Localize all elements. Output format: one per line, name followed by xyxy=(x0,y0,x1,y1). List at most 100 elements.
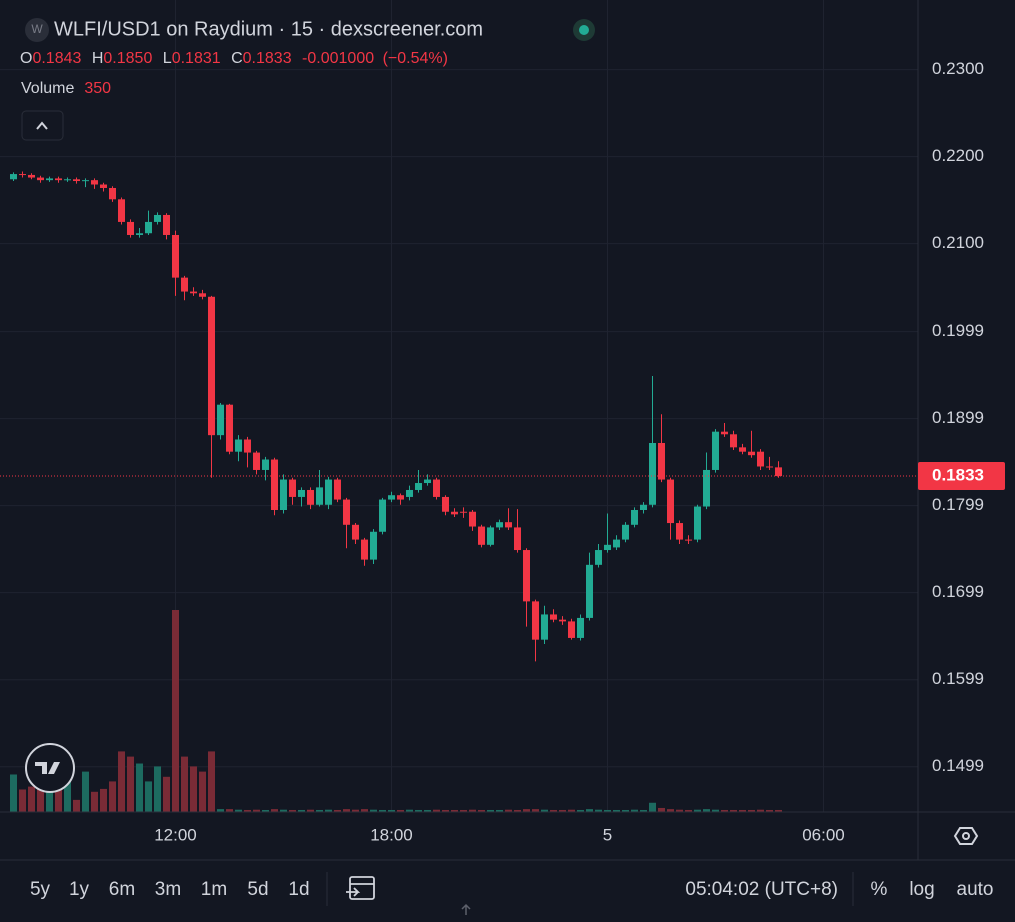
candle-body xyxy=(397,495,404,500)
candle-body xyxy=(640,504,647,511)
volume-bar xyxy=(739,809,746,812)
collapse-icon xyxy=(36,121,48,130)
volume-bar xyxy=(388,809,395,812)
h-label: H xyxy=(92,50,104,67)
y-tick-label: 0.1499 xyxy=(932,756,984,775)
volume-bar xyxy=(127,756,134,812)
candle-body xyxy=(577,617,584,638)
candle-body xyxy=(541,614,548,640)
volume-bar xyxy=(235,809,242,812)
candle-body xyxy=(622,524,629,540)
y-tick-label: 0.2100 xyxy=(932,233,984,252)
candle-body xyxy=(649,442,656,505)
candle-body xyxy=(181,277,188,292)
candle-body xyxy=(676,523,683,540)
volume-bar xyxy=(172,610,179,812)
volume-bar xyxy=(487,809,494,812)
clock: 05:04:02 (UTC+8) xyxy=(685,879,838,900)
volume-bar xyxy=(712,809,719,812)
settings-icon[interactable] xyxy=(953,827,979,845)
range-button[interactable]: 1y xyxy=(69,879,90,900)
candle-body xyxy=(442,496,449,512)
volume-bar xyxy=(118,751,125,812)
candle-body xyxy=(559,619,566,622)
volume-bar xyxy=(613,809,620,812)
volume-bar xyxy=(676,809,683,812)
volume-bar xyxy=(379,809,386,812)
o-label: O xyxy=(20,50,32,67)
candle-body xyxy=(757,451,764,467)
candle-body xyxy=(262,459,269,470)
calendar-icon xyxy=(349,876,375,900)
volume-bar xyxy=(289,809,296,812)
candle-body xyxy=(316,487,323,505)
range-button[interactable]: 6m xyxy=(109,879,135,900)
volume-bar xyxy=(109,781,116,812)
candle-body xyxy=(226,404,233,452)
candle-body xyxy=(703,469,710,507)
volume-bar xyxy=(199,771,206,812)
y-tick-label: 0.1799 xyxy=(932,495,984,514)
logo[interactable] xyxy=(25,743,75,793)
candle-body xyxy=(208,296,215,436)
volume-bar xyxy=(775,809,782,812)
volume-bar xyxy=(28,786,35,812)
last-price-tag xyxy=(918,462,1005,491)
volume-bar xyxy=(154,766,161,812)
volume-bar xyxy=(46,776,53,812)
volume-bar xyxy=(757,809,764,812)
collapse-button[interactable] xyxy=(21,110,64,141)
auto-button[interactable]: auto xyxy=(957,879,994,900)
high-value: 0.1850 xyxy=(103,50,152,67)
volume-bar xyxy=(271,809,278,812)
symbol-icon xyxy=(25,18,49,42)
y-tick-label: 0.1999 xyxy=(932,321,984,340)
volume-bar xyxy=(361,809,368,812)
range-button[interactable]: 3m xyxy=(155,879,181,900)
range-button[interactable]: 5d xyxy=(247,879,268,900)
volume-bar xyxy=(406,809,413,812)
range-button[interactable]: 5y xyxy=(30,879,51,900)
volume-bar xyxy=(730,809,737,812)
volume-bar xyxy=(415,809,422,812)
volume-value: 350 xyxy=(84,80,111,97)
candle-body xyxy=(46,178,53,181)
candle-body xyxy=(721,431,728,435)
range-button[interactable]: 1d xyxy=(288,879,309,900)
logo-mark xyxy=(35,762,60,774)
candle-body xyxy=(145,221,152,234)
volume-bar xyxy=(19,789,26,812)
candle-body xyxy=(73,179,80,182)
candle-body xyxy=(775,467,782,477)
volume-bar xyxy=(424,809,431,812)
volume-label: Volume xyxy=(21,80,74,97)
volume-bar xyxy=(496,809,503,812)
candle-body xyxy=(766,466,773,468)
candle-body xyxy=(10,174,17,180)
change: -0.001000 xyxy=(302,50,374,67)
candle-body xyxy=(325,479,332,505)
volume-bar xyxy=(181,756,188,812)
candle-body xyxy=(406,489,413,497)
log-button[interactable]: log xyxy=(909,879,934,900)
volume-bar xyxy=(316,809,323,812)
volume-bar xyxy=(586,809,593,812)
candle-body xyxy=(334,479,341,500)
percent-button[interactable]: % xyxy=(871,879,888,900)
candle-body xyxy=(280,479,287,511)
l-label: L xyxy=(163,50,172,67)
volume-bar xyxy=(352,809,359,812)
candle-body xyxy=(514,527,521,551)
volume-bar xyxy=(208,751,215,812)
candle-body xyxy=(370,531,377,560)
range-button[interactable]: 1m xyxy=(201,879,227,900)
candle-body xyxy=(595,550,602,565)
y-tick-label: 0.2300 xyxy=(932,59,984,78)
compare-icon[interactable] xyxy=(346,876,375,900)
volume-bar xyxy=(64,781,71,812)
volume-bar xyxy=(190,766,197,812)
x-tick-label: 5 xyxy=(603,825,612,844)
volume-bar xyxy=(145,781,152,812)
scroll-up-arrow[interactable] xyxy=(461,903,471,915)
candle-body xyxy=(496,522,503,528)
